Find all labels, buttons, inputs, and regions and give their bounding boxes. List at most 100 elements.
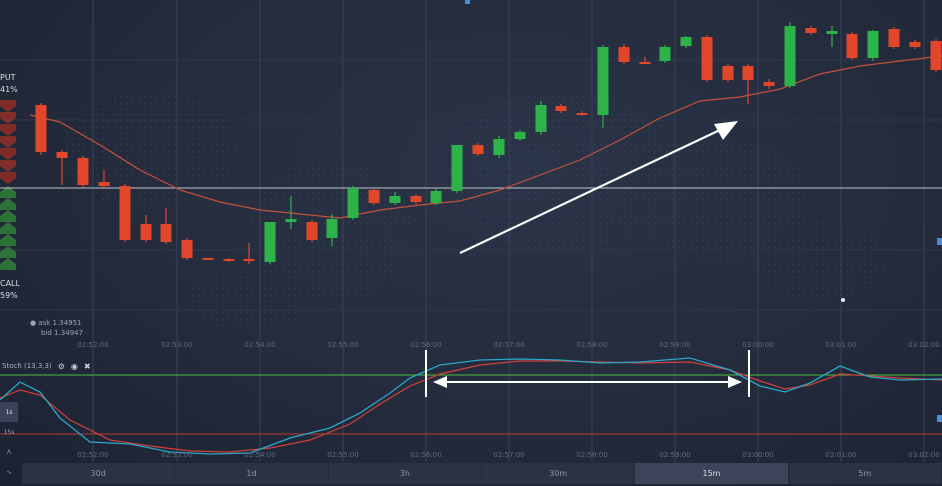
map-dot <box>606 228 608 230</box>
put-arrow[interactable] <box>0 160 16 172</box>
map-dot <box>660 210 662 212</box>
map-dot <box>786 276 788 278</box>
map-dot <box>354 294 356 296</box>
map-dot <box>168 186 170 188</box>
map-dot <box>828 264 830 266</box>
gear-icon[interactable]: ⚙ <box>57 361 65 371</box>
map-dot <box>342 276 344 278</box>
put-arrow[interactable] <box>0 100 16 112</box>
map-dot <box>264 276 266 278</box>
map-dot <box>582 198 584 200</box>
map-dot <box>552 234 554 236</box>
map-dot <box>336 210 338 212</box>
indicator-name: Stoch (13,3,3) <box>2 362 52 370</box>
timeframe-5m[interactable]: 5m <box>788 463 942 484</box>
map-dot <box>708 240 710 242</box>
map-dot <box>606 216 608 218</box>
map-dot <box>348 228 350 230</box>
call-arrow[interactable] <box>0 246 16 258</box>
map-dot <box>828 294 830 296</box>
map-dot <box>384 228 386 230</box>
put-arrow[interactable] <box>0 172 16 184</box>
map-dot <box>324 222 326 224</box>
tool-15s[interactable]: 15s <box>3 428 15 436</box>
put-arrow[interactable] <box>0 112 16 124</box>
chart-type-icon[interactable]: Λ <box>6 448 12 456</box>
call-arrow[interactable] <box>0 198 16 210</box>
map-dot <box>480 222 482 224</box>
map-dot <box>840 258 842 260</box>
map-dot <box>606 138 608 140</box>
timeframe-30m[interactable]: 30m <box>481 463 636 484</box>
map-dot <box>126 132 128 134</box>
map-dot <box>372 228 374 230</box>
map-dot <box>318 270 320 272</box>
map-dot <box>708 222 710 224</box>
map-dot <box>564 132 566 134</box>
tool-1s[interactable]: 1s <box>0 402 18 422</box>
call-arrow[interactable] <box>0 234 16 246</box>
put-call-arrow-stack[interactable] <box>0 100 16 270</box>
map-dot <box>318 240 320 242</box>
put-arrow[interactable] <box>0 124 16 136</box>
map-dot <box>786 192 788 194</box>
map-dot <box>762 204 764 206</box>
map-dot <box>252 288 254 290</box>
map-dot <box>66 138 68 140</box>
map-dot <box>210 144 212 146</box>
map-dot <box>822 276 824 278</box>
map-dot <box>276 306 278 308</box>
map-dot <box>600 198 602 200</box>
close-icon[interactable]: ✖ <box>83 361 91 371</box>
map-dot <box>198 102 200 104</box>
map-dot <box>186 204 188 206</box>
map-dot <box>282 288 284 290</box>
map-dot <box>822 258 824 260</box>
map-dot <box>72 132 74 134</box>
map-dot <box>600 174 602 176</box>
put-arrow[interactable] <box>0 148 16 160</box>
map-dot <box>120 168 122 170</box>
put-arrow[interactable] <box>0 136 16 148</box>
map-dot <box>474 162 476 164</box>
map-dot <box>504 222 506 224</box>
call-arrow[interactable] <box>0 258 16 270</box>
map-dot <box>636 120 638 122</box>
map-dot <box>222 324 224 326</box>
timeframe-30d[interactable]: 30d <box>22 463 176 484</box>
map-dot <box>696 222 698 224</box>
call-arrow[interactable] <box>0 186 16 198</box>
map-dot <box>840 222 842 224</box>
map-dot <box>498 132 500 134</box>
call-percent: 59% <box>0 291 18 300</box>
map-dot <box>216 276 218 278</box>
map-dot <box>552 168 554 170</box>
map-dot <box>390 234 392 236</box>
map-dot <box>90 108 92 110</box>
timeframe-3h[interactable]: 3h <box>328 463 482 484</box>
map-dot <box>348 246 350 248</box>
map-dot <box>738 246 740 248</box>
timeframe-15m[interactable]: 15m <box>635 463 789 484</box>
map-dot <box>510 222 512 224</box>
map-dot <box>522 204 524 206</box>
map-dot <box>546 192 548 194</box>
map-dot <box>594 240 596 242</box>
map-dot <box>576 174 578 176</box>
map-dot <box>186 192 188 194</box>
map-dot <box>210 294 212 296</box>
map-dot <box>258 210 260 212</box>
map-dot <box>96 162 98 164</box>
map-dot <box>618 174 620 176</box>
timeframe-1d[interactable]: 1d <box>175 463 329 484</box>
map-dot <box>588 198 590 200</box>
eye-icon[interactable]: ◉ <box>70 361 78 371</box>
map-dot <box>354 276 356 278</box>
call-arrow[interactable] <box>0 222 16 234</box>
call-arrow[interactable] <box>0 210 16 222</box>
map-dot <box>96 156 98 158</box>
trend-icon[interactable]: ∿ <box>6 468 12 476</box>
map-dot <box>468 120 470 122</box>
